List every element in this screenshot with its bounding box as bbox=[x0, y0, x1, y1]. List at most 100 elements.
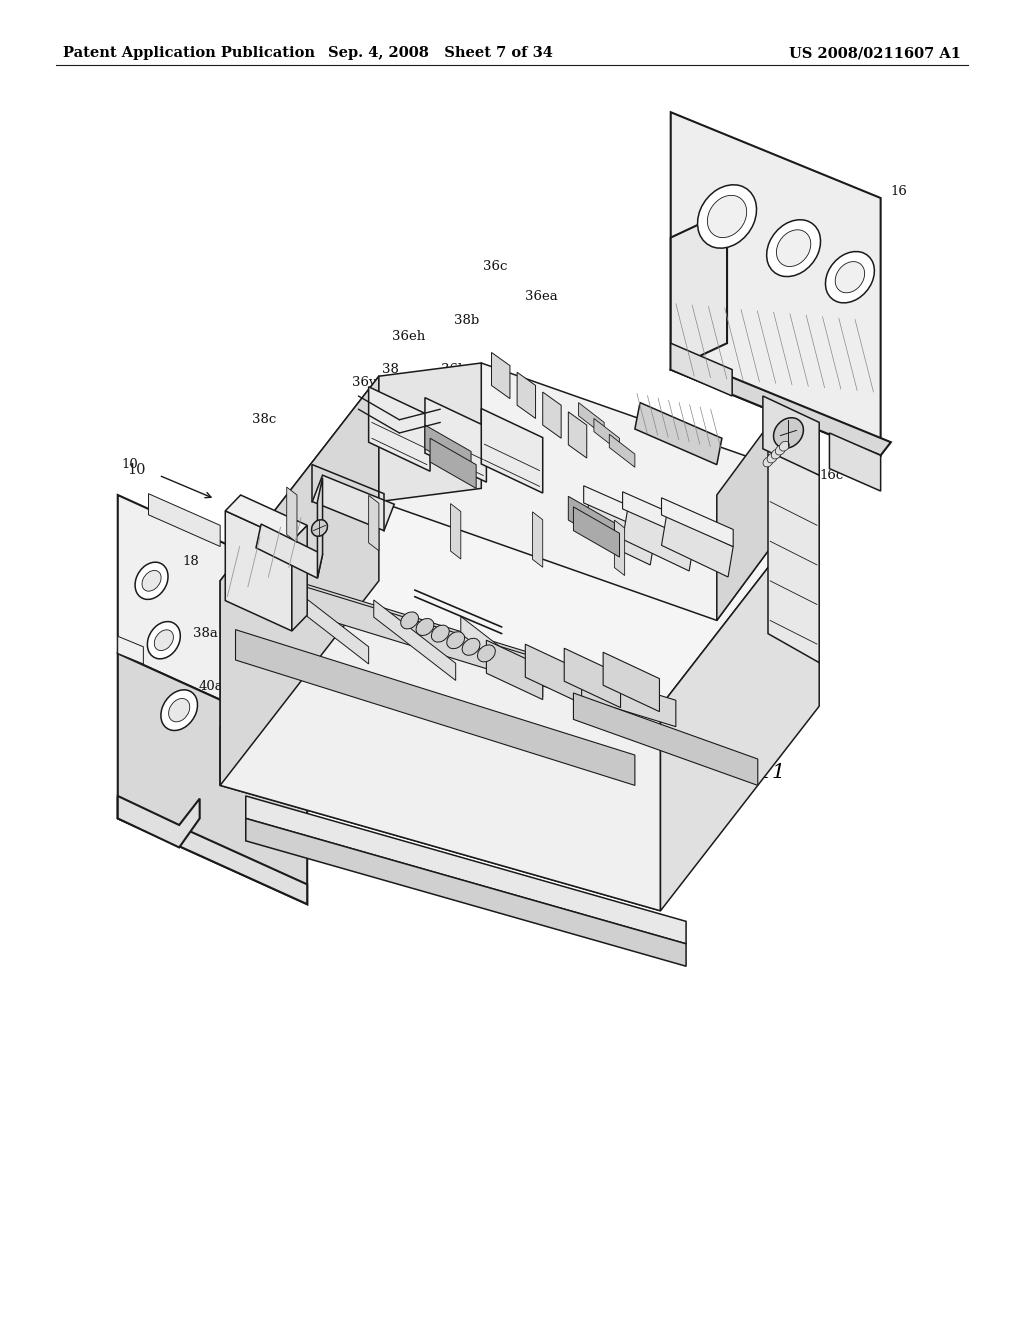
Polygon shape bbox=[118, 796, 200, 847]
Polygon shape bbox=[671, 356, 891, 455]
Text: 22: 22 bbox=[234, 502, 251, 515]
Polygon shape bbox=[425, 397, 486, 482]
Polygon shape bbox=[584, 486, 655, 535]
Polygon shape bbox=[584, 503, 655, 565]
Polygon shape bbox=[430, 438, 476, 488]
Polygon shape bbox=[369, 495, 379, 550]
Ellipse shape bbox=[311, 520, 328, 536]
Polygon shape bbox=[220, 376, 819, 706]
Polygon shape bbox=[517, 372, 536, 418]
Polygon shape bbox=[614, 520, 625, 576]
Text: 32: 32 bbox=[753, 370, 769, 383]
Polygon shape bbox=[635, 403, 722, 465]
Text: 46c: 46c bbox=[558, 688, 583, 701]
Polygon shape bbox=[287, 583, 369, 664]
Polygon shape bbox=[118, 799, 307, 904]
Polygon shape bbox=[425, 425, 471, 475]
Ellipse shape bbox=[771, 449, 781, 459]
Polygon shape bbox=[292, 525, 307, 631]
Text: US 2008/0211607 A1: US 2008/0211607 A1 bbox=[788, 46, 961, 59]
Polygon shape bbox=[623, 510, 694, 572]
Polygon shape bbox=[525, 644, 582, 704]
Ellipse shape bbox=[697, 185, 757, 248]
Text: 16: 16 bbox=[891, 185, 907, 198]
Polygon shape bbox=[662, 498, 733, 546]
Polygon shape bbox=[148, 494, 220, 546]
Text: 16b: 16b bbox=[379, 653, 404, 667]
Text: 44: 44 bbox=[227, 521, 244, 535]
Polygon shape bbox=[594, 418, 620, 451]
Text: 36b: 36b bbox=[440, 363, 466, 376]
Polygon shape bbox=[118, 495, 307, 739]
Polygon shape bbox=[623, 492, 694, 541]
Ellipse shape bbox=[416, 619, 434, 635]
Polygon shape bbox=[671, 211, 727, 370]
Text: 40a: 40a bbox=[199, 680, 223, 693]
Text: 16c: 16c bbox=[819, 469, 844, 482]
Polygon shape bbox=[671, 112, 881, 455]
Polygon shape bbox=[573, 507, 620, 557]
Polygon shape bbox=[246, 796, 686, 944]
Text: 16a: 16a bbox=[737, 304, 762, 317]
Polygon shape bbox=[374, 599, 456, 681]
Text: 10: 10 bbox=[127, 463, 145, 477]
Polygon shape bbox=[486, 640, 543, 700]
Text: Patent Application Publication: Patent Application Publication bbox=[63, 46, 315, 59]
Polygon shape bbox=[379, 363, 481, 502]
Polygon shape bbox=[579, 403, 604, 436]
Ellipse shape bbox=[767, 219, 820, 277]
Polygon shape bbox=[266, 576, 676, 726]
Text: 40: 40 bbox=[263, 729, 280, 742]
Polygon shape bbox=[118, 636, 143, 664]
Text: 40b: 40b bbox=[664, 458, 689, 471]
Polygon shape bbox=[568, 496, 614, 546]
Polygon shape bbox=[603, 652, 659, 711]
Polygon shape bbox=[312, 475, 394, 531]
Ellipse shape bbox=[446, 632, 465, 648]
Polygon shape bbox=[481, 409, 543, 492]
Polygon shape bbox=[564, 648, 621, 708]
Polygon shape bbox=[543, 392, 561, 438]
Polygon shape bbox=[246, 818, 686, 966]
Text: 38: 38 bbox=[383, 363, 399, 376]
Polygon shape bbox=[287, 487, 297, 543]
Ellipse shape bbox=[836, 261, 864, 293]
Polygon shape bbox=[317, 478, 323, 578]
Ellipse shape bbox=[775, 445, 785, 455]
Ellipse shape bbox=[825, 252, 874, 302]
Text: 36v: 36v bbox=[352, 376, 377, 389]
Ellipse shape bbox=[147, 622, 180, 659]
Ellipse shape bbox=[776, 230, 811, 267]
Ellipse shape bbox=[155, 630, 173, 651]
Ellipse shape bbox=[477, 645, 496, 661]
Polygon shape bbox=[763, 396, 819, 475]
Ellipse shape bbox=[763, 457, 773, 467]
Polygon shape bbox=[220, 726, 660, 911]
Ellipse shape bbox=[708, 195, 746, 238]
Ellipse shape bbox=[431, 626, 450, 642]
Polygon shape bbox=[236, 630, 635, 785]
Text: 36: 36 bbox=[417, 779, 433, 792]
Polygon shape bbox=[492, 352, 510, 399]
Polygon shape bbox=[379, 363, 819, 620]
Text: 10: 10 bbox=[122, 458, 138, 471]
Polygon shape bbox=[829, 433, 881, 491]
Polygon shape bbox=[660, 502, 819, 911]
Polygon shape bbox=[220, 376, 379, 785]
Ellipse shape bbox=[142, 570, 161, 591]
Text: Fig. 11: Fig. 11 bbox=[712, 763, 786, 781]
Ellipse shape bbox=[400, 612, 419, 628]
Text: 56: 56 bbox=[824, 334, 841, 347]
Polygon shape bbox=[568, 412, 587, 458]
Text: 46: 46 bbox=[447, 671, 464, 684]
Polygon shape bbox=[671, 343, 732, 396]
Ellipse shape bbox=[779, 441, 790, 451]
Text: 38b: 38b bbox=[454, 314, 479, 327]
Text: 36ea: 36ea bbox=[525, 290, 558, 304]
Text: 36ei: 36ei bbox=[473, 638, 502, 651]
Polygon shape bbox=[573, 693, 758, 785]
Polygon shape bbox=[225, 511, 292, 631]
Polygon shape bbox=[451, 503, 461, 560]
Polygon shape bbox=[532, 512, 543, 568]
Text: 38c: 38c bbox=[252, 413, 276, 426]
